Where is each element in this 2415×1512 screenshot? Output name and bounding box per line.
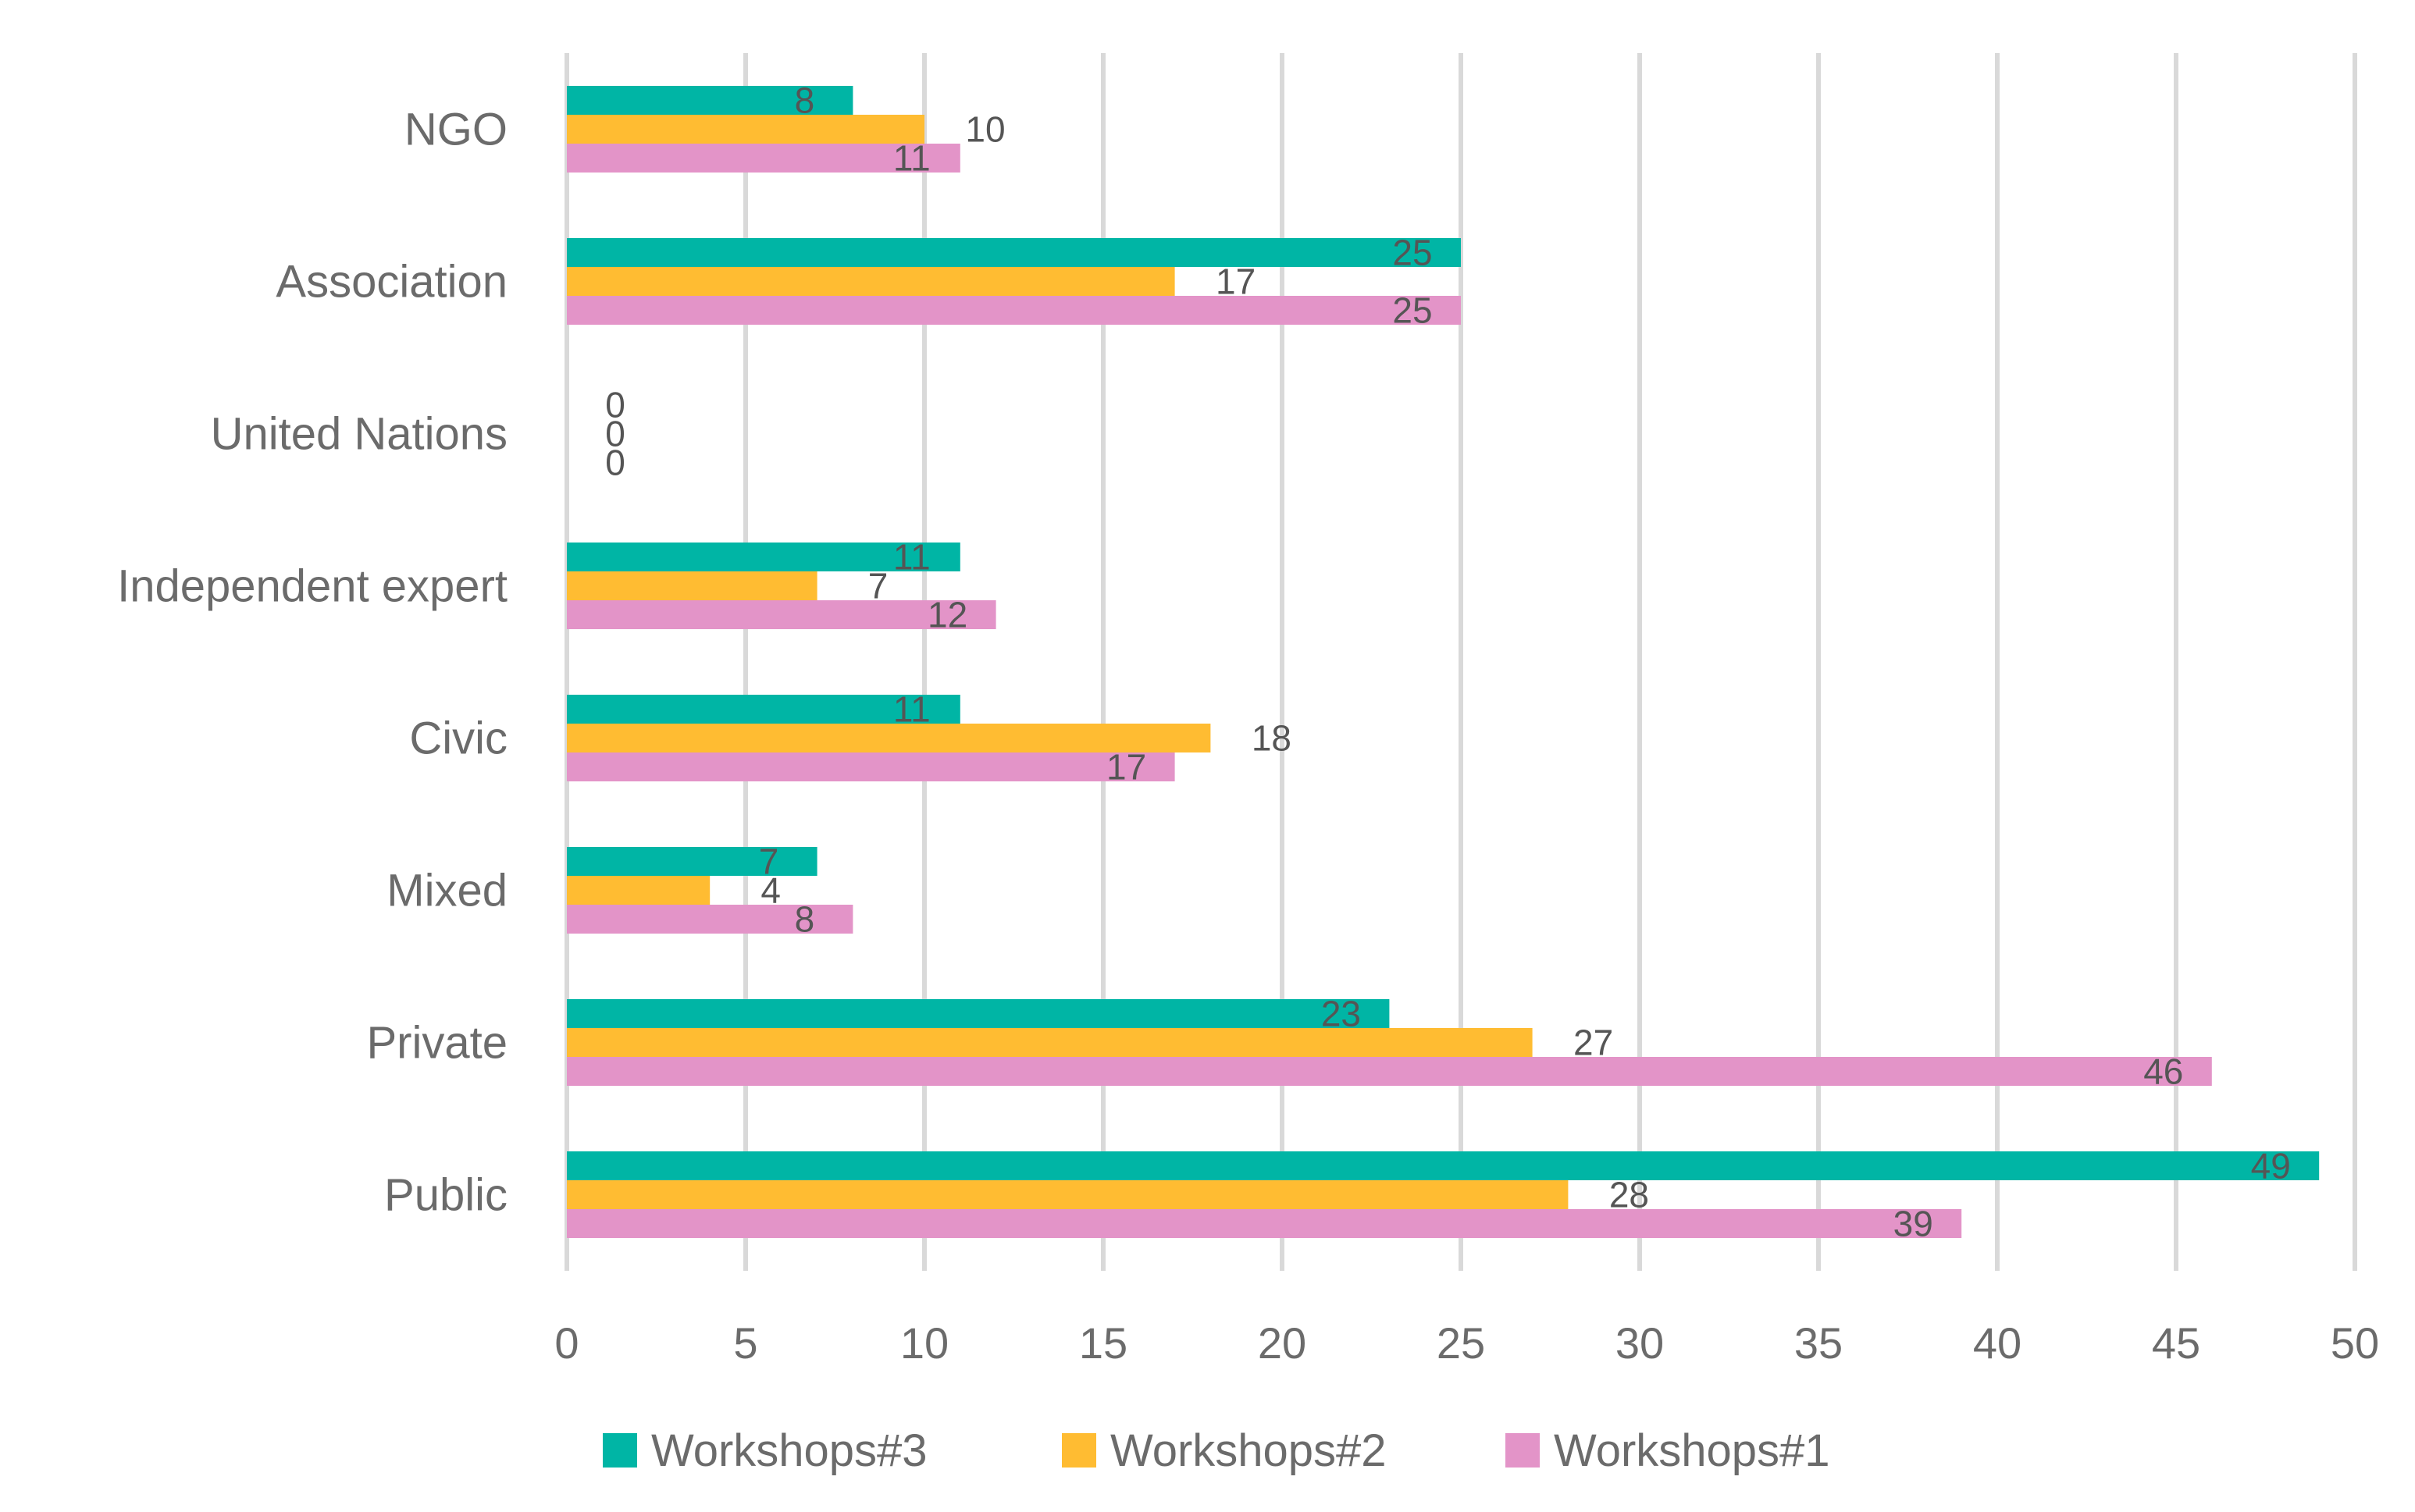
category-label: NGO bbox=[404, 105, 508, 155]
x-tick-label: 10 bbox=[900, 1318, 949, 1368]
data-label: 17 bbox=[1106, 747, 1146, 788]
data-label: 25 bbox=[1392, 233, 1432, 273]
data-label: 11 bbox=[893, 537, 931, 578]
bar bbox=[567, 543, 960, 571]
category-label: Private bbox=[366, 1018, 508, 1069]
data-label: 7 bbox=[759, 841, 779, 882]
bar bbox=[567, 296, 1461, 325]
x-tick-label: 15 bbox=[1079, 1318, 1127, 1368]
bar bbox=[567, 847, 817, 876]
bar bbox=[567, 267, 1175, 296]
category-label: Association bbox=[276, 257, 508, 308]
bar bbox=[567, 86, 853, 115]
data-label: 8 bbox=[795, 80, 815, 121]
bar bbox=[567, 115, 924, 144]
data-label: 0 bbox=[605, 443, 625, 483]
x-tick-label: 25 bbox=[1437, 1318, 1485, 1368]
data-label: 46 bbox=[2143, 1051, 2183, 1092]
bar bbox=[567, 1057, 2212, 1086]
data-label: 11 bbox=[893, 689, 931, 730]
data-label: 17 bbox=[1216, 261, 1256, 302]
x-tick-label: 45 bbox=[2152, 1318, 2200, 1368]
legend-swatch bbox=[1062, 1433, 1096, 1468]
bars bbox=[567, 86, 2320, 1238]
legend-label: Workshops#3 bbox=[651, 1425, 928, 1476]
data-label: 39 bbox=[1893, 1204, 1933, 1244]
x-tick-label: 50 bbox=[2331, 1318, 2379, 1368]
bar bbox=[567, 876, 711, 905]
data-label: 28 bbox=[1609, 1175, 1649, 1215]
data-label: 0 bbox=[605, 385, 625, 425]
bar bbox=[567, 1151, 2320, 1180]
category-label: Independent expert bbox=[117, 561, 508, 612]
data-label: 10 bbox=[965, 109, 1005, 150]
legend-swatch bbox=[603, 1433, 637, 1468]
legend-label: Workshops#1 bbox=[1554, 1425, 1830, 1476]
bar bbox=[567, 144, 960, 173]
bar bbox=[567, 999, 1390, 1028]
x-tick-label: 0 bbox=[554, 1318, 579, 1368]
bar bbox=[567, 571, 817, 600]
legend-label: Workshops#2 bbox=[1110, 1425, 1387, 1476]
data-label: 27 bbox=[1573, 1023, 1613, 1063]
x-tick-label: 20 bbox=[1258, 1318, 1306, 1368]
x-tick-labels: 0 5 10 15 20 25 30 35 40 45 50 bbox=[554, 1318, 2379, 1368]
category-label: United Nations bbox=[211, 409, 508, 460]
bar bbox=[567, 1209, 1962, 1238]
bar bbox=[567, 724, 1211, 752]
x-tick-label: 35 bbox=[1794, 1318, 1843, 1368]
bar bbox=[567, 752, 1175, 781]
x-tick-label: 30 bbox=[1615, 1318, 1664, 1368]
bar bbox=[567, 905, 853, 934]
bar bbox=[567, 600, 996, 629]
data-label: 23 bbox=[1321, 994, 1361, 1034]
data-label: 7 bbox=[868, 566, 889, 607]
legend-swatch bbox=[1505, 1433, 1540, 1468]
data-label: 18 bbox=[1252, 718, 1291, 759]
data-label: 8 bbox=[795, 899, 815, 940]
bar bbox=[567, 238, 1461, 267]
category-labels: NGO Association United Nations Independent … bbox=[117, 105, 508, 1221]
data-label: 11 bbox=[893, 138, 931, 179]
data-label: 12 bbox=[928, 595, 967, 635]
bar bbox=[567, 1028, 1533, 1057]
data-label: 25 bbox=[1392, 290, 1432, 331]
legend: Workshops#3 Workshops#2 Workshops#1 bbox=[603, 1425, 1830, 1476]
bar bbox=[567, 1180, 1569, 1209]
data-label: 4 bbox=[760, 870, 781, 911]
x-tick-label: 5 bbox=[733, 1318, 757, 1368]
category-label: Public bbox=[384, 1170, 508, 1221]
category-label: Mixed bbox=[386, 866, 508, 916]
data-label: 49 bbox=[2251, 1146, 2291, 1186]
gridlines bbox=[565, 53, 2357, 1271]
bar bbox=[567, 695, 960, 724]
category-label: Civic bbox=[409, 713, 508, 764]
data-label: 0 bbox=[605, 414, 625, 454]
x-tick-label: 40 bbox=[1973, 1318, 2021, 1368]
